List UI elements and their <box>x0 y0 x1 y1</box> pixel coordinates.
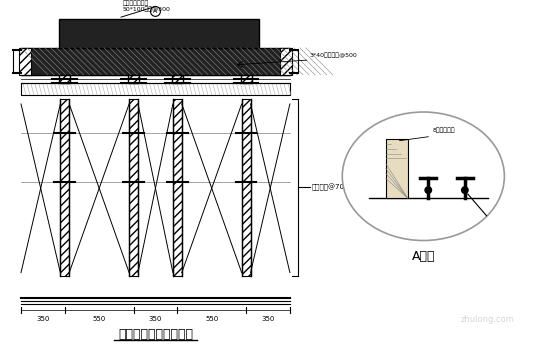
Text: 350: 350 <box>149 316 162 322</box>
Bar <box>59 19 259 48</box>
Text: 550: 550 <box>205 316 218 322</box>
Circle shape <box>461 186 469 194</box>
Bar <box>173 99 182 276</box>
Bar <box>19 48 31 75</box>
Text: 3*40钢钉间距@500: 3*40钢钉间距@500 <box>310 52 357 58</box>
Text: A大样: A大样 <box>412 250 435 264</box>
Bar <box>21 83 290 95</box>
Text: 8斤锚栓穿孔: 8斤锚栓穿孔 <box>432 127 455 133</box>
Text: 350: 350 <box>36 316 50 322</box>
Bar <box>280 48 292 75</box>
Bar <box>21 48 290 75</box>
Bar <box>59 75 70 83</box>
Circle shape <box>424 186 432 194</box>
Bar <box>128 75 139 83</box>
Ellipse shape <box>342 112 505 240</box>
Bar <box>386 139 408 198</box>
Bar <box>172 75 183 83</box>
Text: A: A <box>153 9 157 14</box>
Text: zhulong.com: zhulong.com <box>461 315 515 324</box>
Bar <box>242 99 250 276</box>
Bar <box>129 99 138 276</box>
Text: 混凝土侧向支撑: 混凝土侧向支撑 <box>123 1 150 6</box>
Text: 碗扣支柱@700: 碗扣支柱@700 <box>311 184 349 191</box>
Bar <box>241 75 251 83</box>
Text: 350: 350 <box>262 316 275 322</box>
Text: 50*100木枋@300: 50*100木枋@300 <box>123 7 171 12</box>
Bar <box>60 99 69 276</box>
Text: 550: 550 <box>92 316 106 322</box>
Text: 阶梯教室梁板支撑系统: 阶梯教室梁板支撑系统 <box>118 327 193 341</box>
